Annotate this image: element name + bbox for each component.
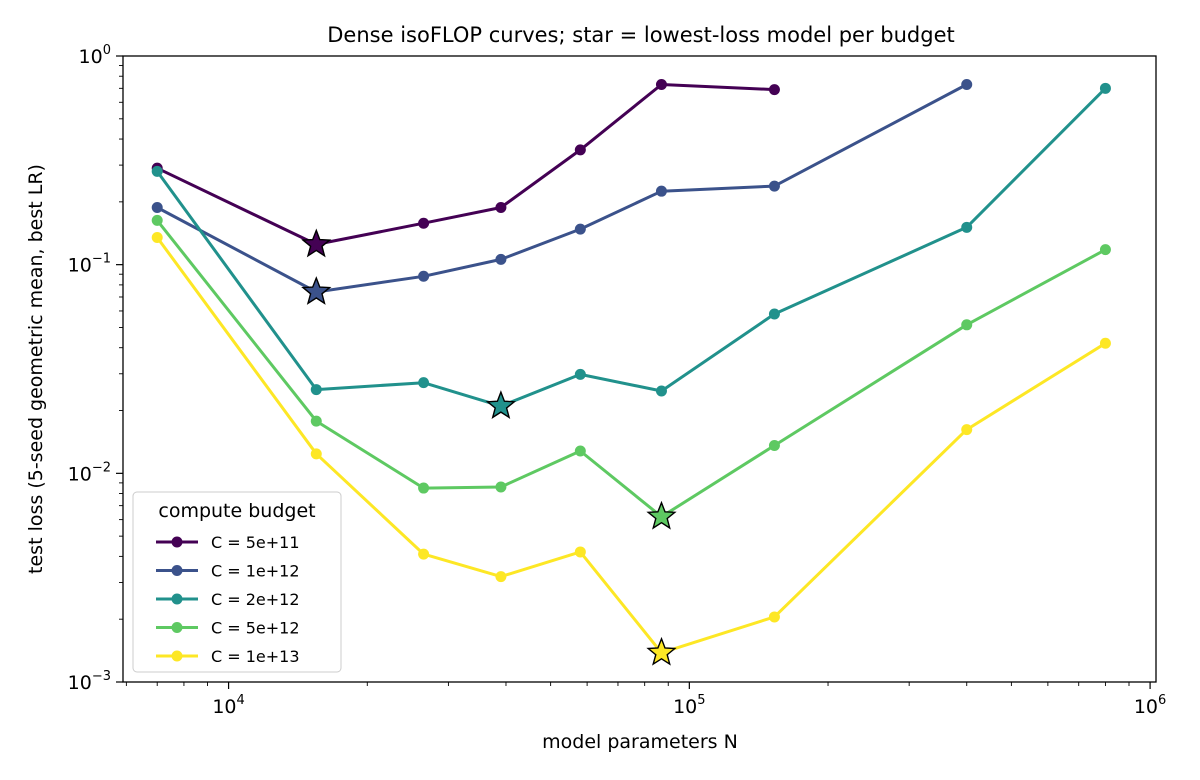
x-tick-label: 106 xyxy=(1134,693,1166,718)
data-point xyxy=(418,548,430,560)
legend-entry: C = 5e+12 xyxy=(156,619,300,638)
plot-area: 104 105 106 100 10−1 10−2 10−3 xyxy=(68,43,1167,718)
x-axis-label: model parameters N xyxy=(542,731,738,753)
data-point xyxy=(961,79,973,91)
data-point xyxy=(574,144,586,156)
legend-entry: C = 1e+13 xyxy=(156,647,300,666)
legend-swatch-marker xyxy=(171,565,183,576)
optimum-star xyxy=(646,500,677,530)
data-point xyxy=(574,223,586,235)
data-point xyxy=(151,231,163,243)
legend-label: C = 2e+12 xyxy=(211,590,300,609)
legend-swatch-marker xyxy=(171,622,183,633)
optimum-star xyxy=(646,636,677,666)
data-point xyxy=(151,214,163,226)
x-axis-ticks: 104 105 106 xyxy=(125,682,1166,718)
plot-frame xyxy=(122,55,1157,683)
data-point xyxy=(418,482,430,494)
legend-swatch-marker xyxy=(171,650,183,662)
data-point xyxy=(310,448,322,460)
series-line xyxy=(155,87,1107,408)
optimum-star xyxy=(485,390,517,419)
x-tick-label: 104 xyxy=(212,693,244,718)
optimum-star xyxy=(301,228,332,258)
data-point xyxy=(1099,82,1111,94)
data-point xyxy=(418,217,430,229)
legend-entry: C = 5e+11 xyxy=(156,533,300,552)
legend-label: C = 1e+13 xyxy=(211,647,300,666)
data-point xyxy=(418,270,430,282)
data-point xyxy=(1099,337,1111,349)
data-point xyxy=(151,165,163,177)
data-point xyxy=(1099,244,1111,256)
y-tick-label: 10−2 xyxy=(68,460,111,485)
y-tick-label: 10−3 xyxy=(68,669,111,694)
data-point xyxy=(495,201,507,213)
series-line xyxy=(156,83,968,294)
legend-title: compute budget xyxy=(158,500,315,522)
y-axis-label: test loss (5-seed geometric mean, best L… xyxy=(25,164,47,574)
data-point xyxy=(418,377,430,389)
legend-entry: C = 1e+12 xyxy=(156,562,300,581)
optimum-stars xyxy=(301,228,677,666)
data-point xyxy=(495,253,507,265)
data-point xyxy=(310,415,322,427)
data-point xyxy=(495,481,507,493)
data-point xyxy=(961,319,973,331)
data-point xyxy=(574,368,586,380)
data-point xyxy=(768,180,780,192)
data-point xyxy=(768,439,780,451)
data-point xyxy=(655,385,667,397)
data-point xyxy=(495,571,507,583)
data-point xyxy=(961,424,973,436)
data-point xyxy=(574,445,586,457)
x-tick-label: 105 xyxy=(673,693,705,718)
series-2 xyxy=(151,79,973,298)
data-point xyxy=(655,185,667,197)
y-tick-label: 10−1 xyxy=(68,252,111,277)
data-point xyxy=(151,201,163,213)
data-point xyxy=(768,308,780,320)
legend-label: C = 5e+11 xyxy=(211,533,300,552)
data-point xyxy=(768,84,780,96)
series-5 xyxy=(151,231,1111,659)
optimum-star xyxy=(301,276,332,305)
legend-entries: C = 5e+11 C = 1e+12 C = 2e+12 C = 5e+12 C = … xyxy=(156,533,300,666)
series-1 xyxy=(151,79,780,250)
legend-label: C = 5e+12 xyxy=(211,619,300,638)
y-tick-label: 100 xyxy=(79,43,111,68)
chart-title: Dense isoFLOP curves; star = lowest-loss… xyxy=(327,23,954,47)
data-point xyxy=(961,221,973,233)
data-point xyxy=(655,79,667,91)
series-line xyxy=(156,83,775,246)
y-axis-ticks: 100 10−1 10−2 10−3 xyxy=(68,43,123,694)
series-4 xyxy=(151,214,1111,523)
legend-label: C = 1e+12 xyxy=(211,562,300,581)
legend-swatch-marker xyxy=(171,593,183,605)
legend-swatch-marker xyxy=(171,536,183,548)
data-point xyxy=(310,384,322,396)
legend: compute budget C = 5e+11 C = 1e+12 C = 2e+… xyxy=(132,491,342,673)
data-point xyxy=(574,546,586,558)
data-point xyxy=(768,611,780,623)
series-3 xyxy=(151,82,1111,412)
legend-entry: C = 2e+12 xyxy=(156,590,300,609)
